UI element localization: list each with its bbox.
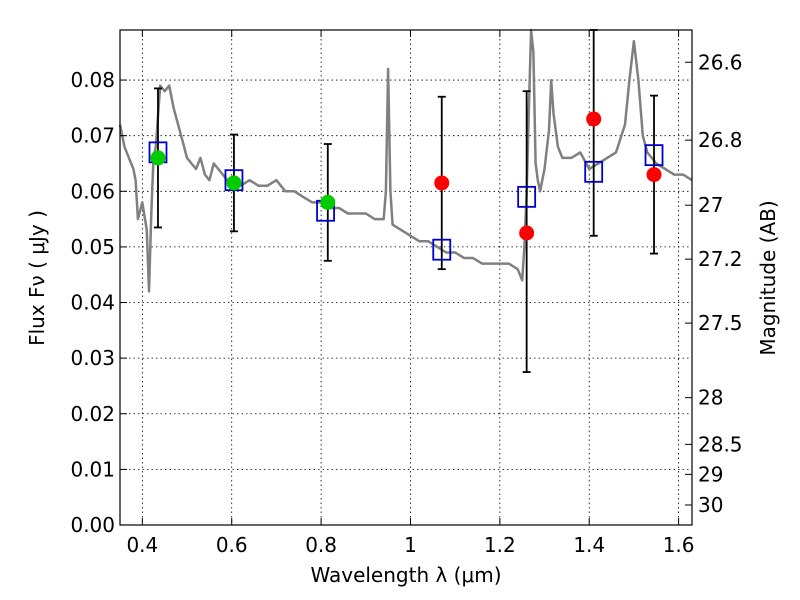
y-axis-label: Flux Fν ( μJy ) xyxy=(25,210,49,346)
plot-frame xyxy=(119,29,693,526)
spectrum-layer xyxy=(118,28,693,293)
observed-point-marker xyxy=(519,225,535,241)
marker-layer xyxy=(148,111,664,261)
x-tick-label: 0.4 xyxy=(126,533,158,557)
y2-axis-label: Magnitude (AB) xyxy=(756,200,780,355)
y-tick-label: 0.02 xyxy=(70,402,115,426)
tick-layer: 0.4 0.6 0.8 1 1.2 1.4 1.6 0.00 0.01 0.02 0.03 0.04 0… xyxy=(70,30,743,557)
model-square-marker xyxy=(432,238,452,261)
x-axis-label: Wavelength λ (μm) xyxy=(310,563,501,587)
model-square-marker xyxy=(584,160,604,183)
y2-tick-label: 29 xyxy=(698,462,723,486)
y2-tick-label: 28 xyxy=(698,386,723,410)
plot-background xyxy=(120,30,692,525)
y-tick-label: 0.05 xyxy=(70,235,115,259)
y2-tick-label: 27.2 xyxy=(698,247,743,271)
observed-point-marker xyxy=(150,150,166,166)
x-tick-label: 1.2 xyxy=(484,533,516,557)
observed-point-marker xyxy=(586,111,602,127)
y-tick-label: 0.03 xyxy=(70,346,115,370)
x-tick-label: 1 xyxy=(404,533,417,557)
x-tick-label: 0.6 xyxy=(216,533,248,557)
model-square-marker xyxy=(644,144,664,167)
model-square-marker xyxy=(517,185,537,208)
y-tick-label: 0.04 xyxy=(70,291,115,315)
spectrum-line xyxy=(118,28,693,293)
x-tick-label: 0.8 xyxy=(305,533,337,557)
y2-tick-label: 27.5 xyxy=(698,311,743,335)
y2-tick-label: 26.8 xyxy=(698,128,743,152)
x-tick-label: 1.6 xyxy=(663,533,695,557)
y-tick-label: 0.08 xyxy=(70,68,115,92)
y2-tick-label: 27 xyxy=(698,193,723,217)
observed-point-marker xyxy=(226,175,242,191)
y-tick-label: 0.07 xyxy=(70,124,115,148)
y-tick-label: 0.06 xyxy=(70,179,115,203)
y2-tick-label: 26.6 xyxy=(698,50,743,74)
grid-lines xyxy=(120,30,692,526)
observed-point-marker xyxy=(646,167,662,183)
observed-point-marker xyxy=(320,194,336,210)
y2-tick-label: 30 xyxy=(698,493,723,517)
y2-tick-label: 28.5 xyxy=(698,432,743,456)
y-tick-label: 0.00 xyxy=(70,513,115,537)
x-tick-label: 1.4 xyxy=(573,533,605,557)
observed-point-marker xyxy=(434,175,450,191)
y-tick-label: 0.01 xyxy=(70,457,115,481)
